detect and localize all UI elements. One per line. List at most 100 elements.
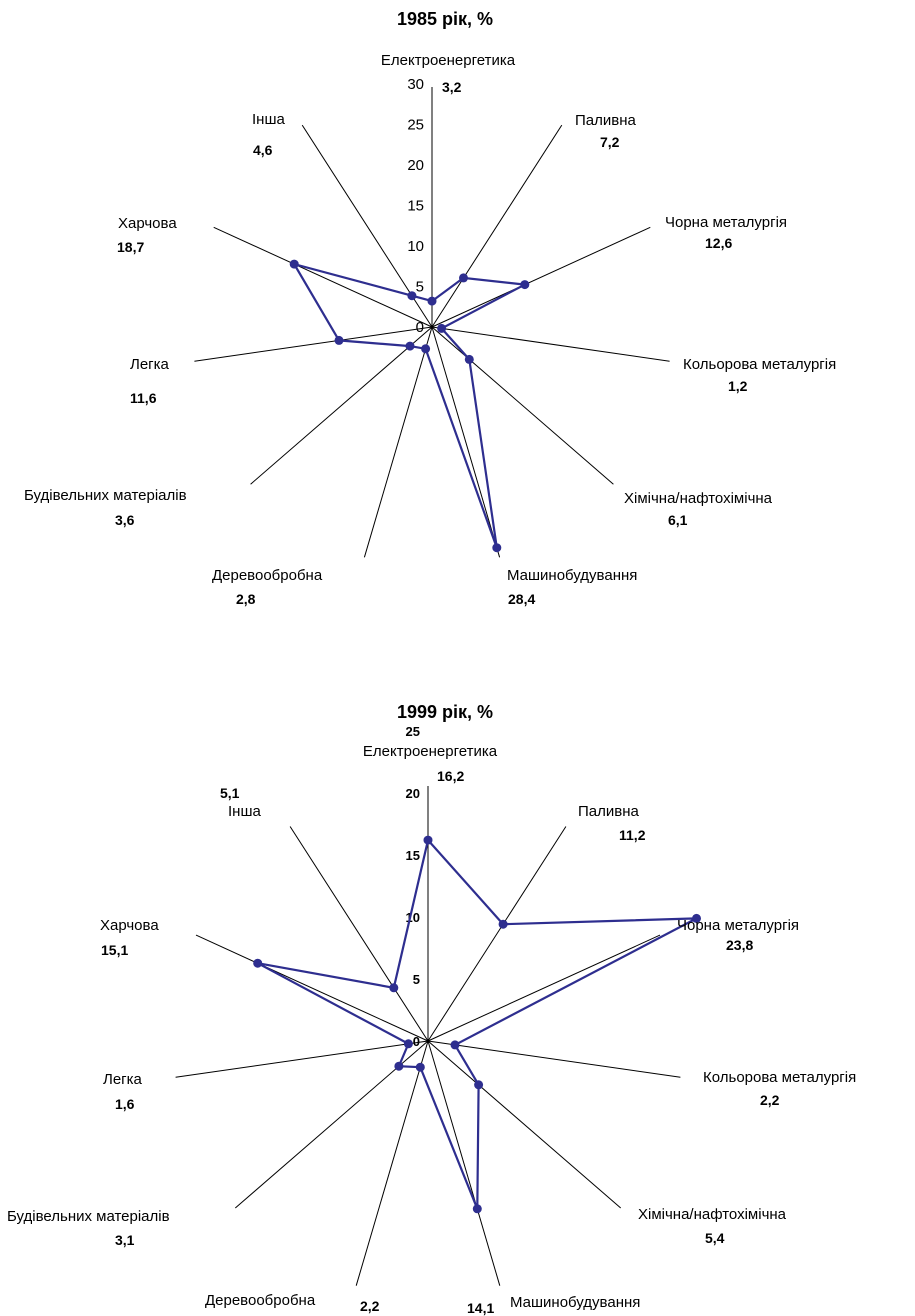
axis-label-kolorova-metalurhiia: Кольорова металургія	[703, 1069, 856, 1086]
value-label-kharchova: 18,7	[117, 239, 144, 255]
value-label-kolorova-metalurhiia: 1,2	[728, 378, 748, 394]
data-point-khimichna	[464, 354, 474, 364]
series-layer	[289, 259, 530, 553]
tick-label-20: 20	[406, 786, 420, 801]
value-label-insha: 4,6	[253, 142, 273, 158]
data-point-kolorova-metalurhiia	[450, 1040, 460, 1050]
spoke-chorna-metalurhiia	[427, 934, 661, 1042]
data-point-lehka	[334, 335, 344, 345]
axis-label-mashynobuduvannia: Машинобудування	[510, 1294, 640, 1311]
spoke-kharchova	[195, 934, 429, 1042]
spoke-khimichna	[431, 326, 614, 485]
axis-label-derevoobrobna: Деревообробна	[212, 567, 323, 584]
value-label-khimichna: 6,1	[668, 512, 688, 528]
axis-label-kolorova-metalurhiia: Кольорова металургія	[683, 356, 836, 373]
value-label-kharchova: 15,1	[101, 942, 128, 958]
data-point-palyvna	[459, 273, 468, 283]
data-point-mashynobuduvannia	[472, 1204, 482, 1214]
spoke-lehka	[175, 1040, 429, 1078]
data-point-insha	[407, 291, 417, 301]
tick-label-25: 25	[406, 724, 420, 739]
axis-label-khimichna: Хімічна/нафтохімічна	[624, 490, 773, 507]
value-label-lehka: 1,6	[115, 1096, 135, 1112]
spoke-insha	[289, 826, 429, 1042]
spoke-mashynobuduvannia	[427, 1040, 501, 1286]
tick-label-25: 25	[407, 117, 424, 134]
radar-spokes	[175, 786, 681, 1286]
radar-chart-1999: 1999 рік, % 0 5 10 15 20 25 Електроенергетика…	[7, 702, 856, 1316]
data-point-mashynobuduvannia	[492, 543, 502, 553]
tick-label-15: 15	[406, 848, 420, 863]
axis-label-budivelnykh: Будівельних матеріалів	[24, 487, 187, 504]
chart-title: 1999 рік, %	[397, 702, 493, 722]
value-label-lehka: 11,6	[130, 390, 157, 406]
axis-labels: Електроенергетика 16,2 Паливна 11,2 Чорн…	[7, 743, 856, 1316]
data-point-derevoobrobna	[421, 344, 431, 354]
tick-label-20: 20	[407, 157, 424, 174]
data-point-lehka	[403, 1039, 413, 1049]
value-label-derevoobrobna: 2,8	[236, 591, 256, 607]
value-label-electroenergetyka: 16,2	[437, 768, 464, 784]
axis-label-electroenergetyka: Електроенергетика	[381, 52, 516, 69]
series-line	[257, 837, 698, 1210]
data-point-derevoobrobna	[415, 1062, 425, 1072]
data-point-kharchova	[289, 259, 299, 269]
value-label-budivelnykh: 3,6	[115, 512, 135, 528]
axis-label-derevoobrobna: Деревообробна	[205, 1292, 316, 1309]
spoke-kharchova	[213, 226, 433, 328]
axis-label-lehka: Легка	[130, 356, 170, 373]
value-label-chorna-metalurhiia: 12,6	[705, 235, 732, 251]
tick-label-5: 5	[416, 279, 424, 296]
series-line	[291, 262, 529, 549]
data-point-chorna-metalurhiia	[692, 913, 701, 923]
axis-label-chorna-metalurhiia: Чорна металургія	[665, 214, 787, 231]
data-point-palyvna	[498, 919, 508, 929]
value-label-khimichna: 5,4	[705, 1230, 725, 1246]
data-point-budivelnykh	[405, 341, 415, 351]
axis-label-lehka: Легка	[103, 1071, 143, 1088]
value-label-chorna-metalurhiia: 23,8	[726, 937, 753, 953]
axis-label-kharchova: Харчова	[100, 917, 159, 934]
spoke-derevoobrobna	[355, 1040, 429, 1286]
data-point-chorna-metalurhiia	[520, 280, 530, 290]
data-point-kharchova	[253, 958, 263, 968]
series-layer	[253, 835, 701, 1214]
data-point-kolorova-metalurhiia	[437, 323, 447, 333]
spoke-palyvna	[431, 124, 563, 328]
spoke-kolorova-metalurhiia	[427, 1040, 681, 1078]
tick-label-0: 0	[416, 319, 424, 336]
value-label-budivelnykh: 3,1	[115, 1232, 135, 1248]
data-point-insha	[389, 983, 399, 993]
axis-label-insha: Інша	[252, 111, 285, 128]
axis-label-electroenergetyka: Електроенергетика	[363, 743, 498, 760]
value-label-derevoobrobna: 2,2	[360, 1298, 380, 1314]
spoke-khimichna	[427, 1040, 622, 1209]
value-label-palyvna: 7,2	[600, 134, 620, 150]
value-label-mashynobuduvannia: 28,4	[508, 591, 535, 607]
tick-label-30: 30	[407, 76, 424, 93]
axis-label-budivelnykh: Будівельних матеріалів	[7, 1208, 170, 1225]
data-point-electroenergetyka	[427, 296, 437, 306]
radial-tick-labels: 0 5 10 15 20 25 30	[407, 76, 424, 336]
radial-tick-labels: 0 5 10 15 20 25	[406, 724, 420, 1049]
axis-label-khimichna: Хімічна/нафтохімічна	[638, 1206, 787, 1223]
tick-label-10: 10	[407, 238, 424, 255]
data-point-electroenergetyka	[423, 835, 433, 845]
value-label-mashynobuduvannia: 14,1	[467, 1300, 494, 1316]
value-label-kolorova-metalurhiia: 2,2	[760, 1092, 780, 1108]
spoke-kolorova-metalurhiia	[431, 326, 670, 362]
axis-label-palyvna: Паливна	[575, 112, 637, 129]
tick-label-0: 0	[413, 1034, 420, 1049]
spoke-budivelnykh	[250, 326, 433, 485]
value-label-insha: 5,1	[220, 785, 240, 801]
spoke-mashynobuduvannia	[431, 326, 501, 558]
axis-label-insha: Інша	[228, 803, 261, 820]
axis-label-palyvna: Паливна	[578, 803, 640, 820]
chart-title: 1985 рік, %	[397, 9, 493, 29]
spoke-derevoobrobna	[363, 326, 433, 558]
tick-label-10: 10	[406, 910, 420, 925]
data-point-khimichna	[474, 1080, 484, 1090]
axis-label-chorna-metalurhiia: Чорна металургія	[677, 917, 799, 934]
tick-label-15: 15	[407, 198, 424, 215]
